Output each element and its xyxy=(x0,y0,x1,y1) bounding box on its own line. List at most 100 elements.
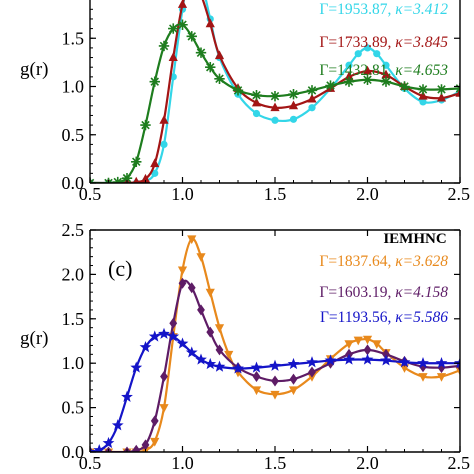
series-markers-2 xyxy=(90,19,460,183)
series-markers-2 xyxy=(90,327,460,452)
data-point-2-21 xyxy=(343,353,355,365)
data-point-2-8 xyxy=(168,23,179,34)
data-point-2-13 xyxy=(204,357,217,370)
x-tick-label-2: 1.5 xyxy=(264,453,287,473)
x-tick-label-4: 2.5 xyxy=(448,453,471,473)
data-point-2-11 xyxy=(185,346,198,358)
data-point-1-16 xyxy=(289,373,298,385)
data-point-1-15 xyxy=(270,102,280,112)
data-point-0-15 xyxy=(251,386,262,396)
data-point-2-8 xyxy=(158,327,170,339)
data-point-2-16 xyxy=(250,361,263,373)
data-point-1-3 xyxy=(132,444,141,452)
data-point-0-10 xyxy=(196,253,206,262)
data-point-0-19 xyxy=(345,61,353,69)
data-point-1-8 xyxy=(177,0,188,8)
data-point-1-7 xyxy=(168,52,178,61)
data-point-2-23 xyxy=(399,81,410,92)
data-point-1-12 xyxy=(214,50,225,60)
data-point-1-23 xyxy=(418,90,428,100)
data-point-0-22 xyxy=(373,50,381,58)
data-point-0-27 xyxy=(436,373,447,382)
y-tick-label-5: 2.5 xyxy=(62,220,85,240)
y-tick-label-1: 0.5 xyxy=(62,398,85,418)
data-point-0-20 xyxy=(354,50,362,58)
data-point-2-3 xyxy=(111,419,124,431)
data-point-2-10 xyxy=(186,31,197,42)
data-point-1-11 xyxy=(205,18,215,28)
data-point-2-26 xyxy=(435,357,448,369)
data-point-2-6 xyxy=(139,341,152,353)
data-point-1-12 xyxy=(215,344,224,356)
legend-gamma-2: Γ=1193.56, xyxy=(320,309,395,326)
chart-panel-top: 0.5 1.0 1.5 2.0 2.50.00.51.01.5g(r)Γ=1953.87… xyxy=(20,0,470,204)
x-tick-label-2: 1.5 xyxy=(264,184,287,204)
legend-entry-1: Γ=1733.89, κ=3.845 xyxy=(319,34,448,51)
data-point-2-4 xyxy=(121,390,133,402)
panel-label: (c) xyxy=(108,256,132,281)
legend-gamma-1: Γ=1733.89, xyxy=(319,34,395,51)
x-tick-label-0: 0.5 xyxy=(79,184,102,204)
data-point-2-2 xyxy=(102,436,115,449)
x-tick-label-3: 2.0 xyxy=(356,184,379,204)
y-tick-label-0: 0.0 xyxy=(62,173,85,193)
data-point-0-9 xyxy=(187,235,197,245)
data-point-2-21 xyxy=(362,74,373,85)
data-point-2-22 xyxy=(380,76,392,87)
data-point-0-5 xyxy=(151,169,159,177)
x-tick-label-0: 0.5 xyxy=(79,453,102,473)
data-point-2-1 xyxy=(93,444,106,452)
method-label: IEMHNC xyxy=(383,231,446,247)
x-tick-label-4: 2.5 xyxy=(448,184,471,204)
data-point-0-17 xyxy=(288,386,299,396)
legend-entry-0: Γ=1837.64, κ=3.628 xyxy=(319,253,448,270)
data-point-2-10 xyxy=(176,337,189,349)
data-point-0-23 xyxy=(372,340,382,349)
data-point-2-16 xyxy=(269,90,281,102)
data-point-1-8 xyxy=(178,277,187,289)
data-point-2-17 xyxy=(269,359,281,371)
y-tick-label-4: 2.0 xyxy=(62,264,85,284)
series-markers-1 xyxy=(90,277,460,452)
data-point-2-25 xyxy=(436,84,447,95)
series-line-0 xyxy=(90,0,460,183)
legend-kappa-2: κ=5.586 xyxy=(395,309,448,326)
data-point-0-26 xyxy=(418,373,428,382)
data-point-2-20 xyxy=(324,354,337,366)
legend-kappa-1: κ=3.845 xyxy=(395,34,448,51)
data-point-2-9 xyxy=(167,330,180,342)
data-point-1-11 xyxy=(206,326,215,338)
legend-gamma-1: Γ=1603.19, xyxy=(319,284,395,301)
data-point-2-18 xyxy=(287,357,300,370)
data-point-2-6 xyxy=(149,76,160,87)
data-point-2-7 xyxy=(158,40,170,52)
data-point-2-19 xyxy=(306,356,318,368)
legend-kappa-2: κ=4.653 xyxy=(395,62,448,79)
data-point-1-3 xyxy=(132,176,140,183)
data-point-0-21 xyxy=(363,44,372,52)
legend-entry-1: Γ=1603.19, κ=4.158 xyxy=(319,284,448,301)
legend-gamma-2: Γ=1432.81, xyxy=(319,62,395,79)
y-tick-label-2: 1.0 xyxy=(62,353,85,373)
data-point-1-19 xyxy=(344,71,354,81)
data-point-0-16 xyxy=(270,390,280,400)
data-point-2-9 xyxy=(177,19,188,30)
data-point-0-16 xyxy=(289,115,298,123)
data-point-2-5 xyxy=(130,361,143,373)
data-point-0-6 xyxy=(159,404,169,413)
x-tick-label-3: 2.0 xyxy=(356,453,379,473)
data-point-2-7 xyxy=(148,330,161,342)
data-point-1-17 xyxy=(308,366,316,378)
legend-gamma-0: Γ=1837.64, xyxy=(319,253,395,270)
y-axis-label: g(r) xyxy=(20,59,48,80)
data-point-0-11 xyxy=(205,288,215,298)
legend-entry-2: Γ=1432.81, κ=4.653 xyxy=(319,62,448,79)
chart-panel-c: 0.5 1.0 1.5 2.0 2.50.00.51.01.52.02.5g(r)(c)… xyxy=(20,220,470,473)
x-tick-label-1: 1.0 xyxy=(171,453,194,473)
legend-kappa-0: κ=3.628 xyxy=(395,253,448,270)
data-point-0-23 xyxy=(382,61,390,69)
data-point-1-17 xyxy=(307,93,317,103)
data-point-1-14 xyxy=(251,97,262,107)
data-point-2-12 xyxy=(195,353,207,365)
